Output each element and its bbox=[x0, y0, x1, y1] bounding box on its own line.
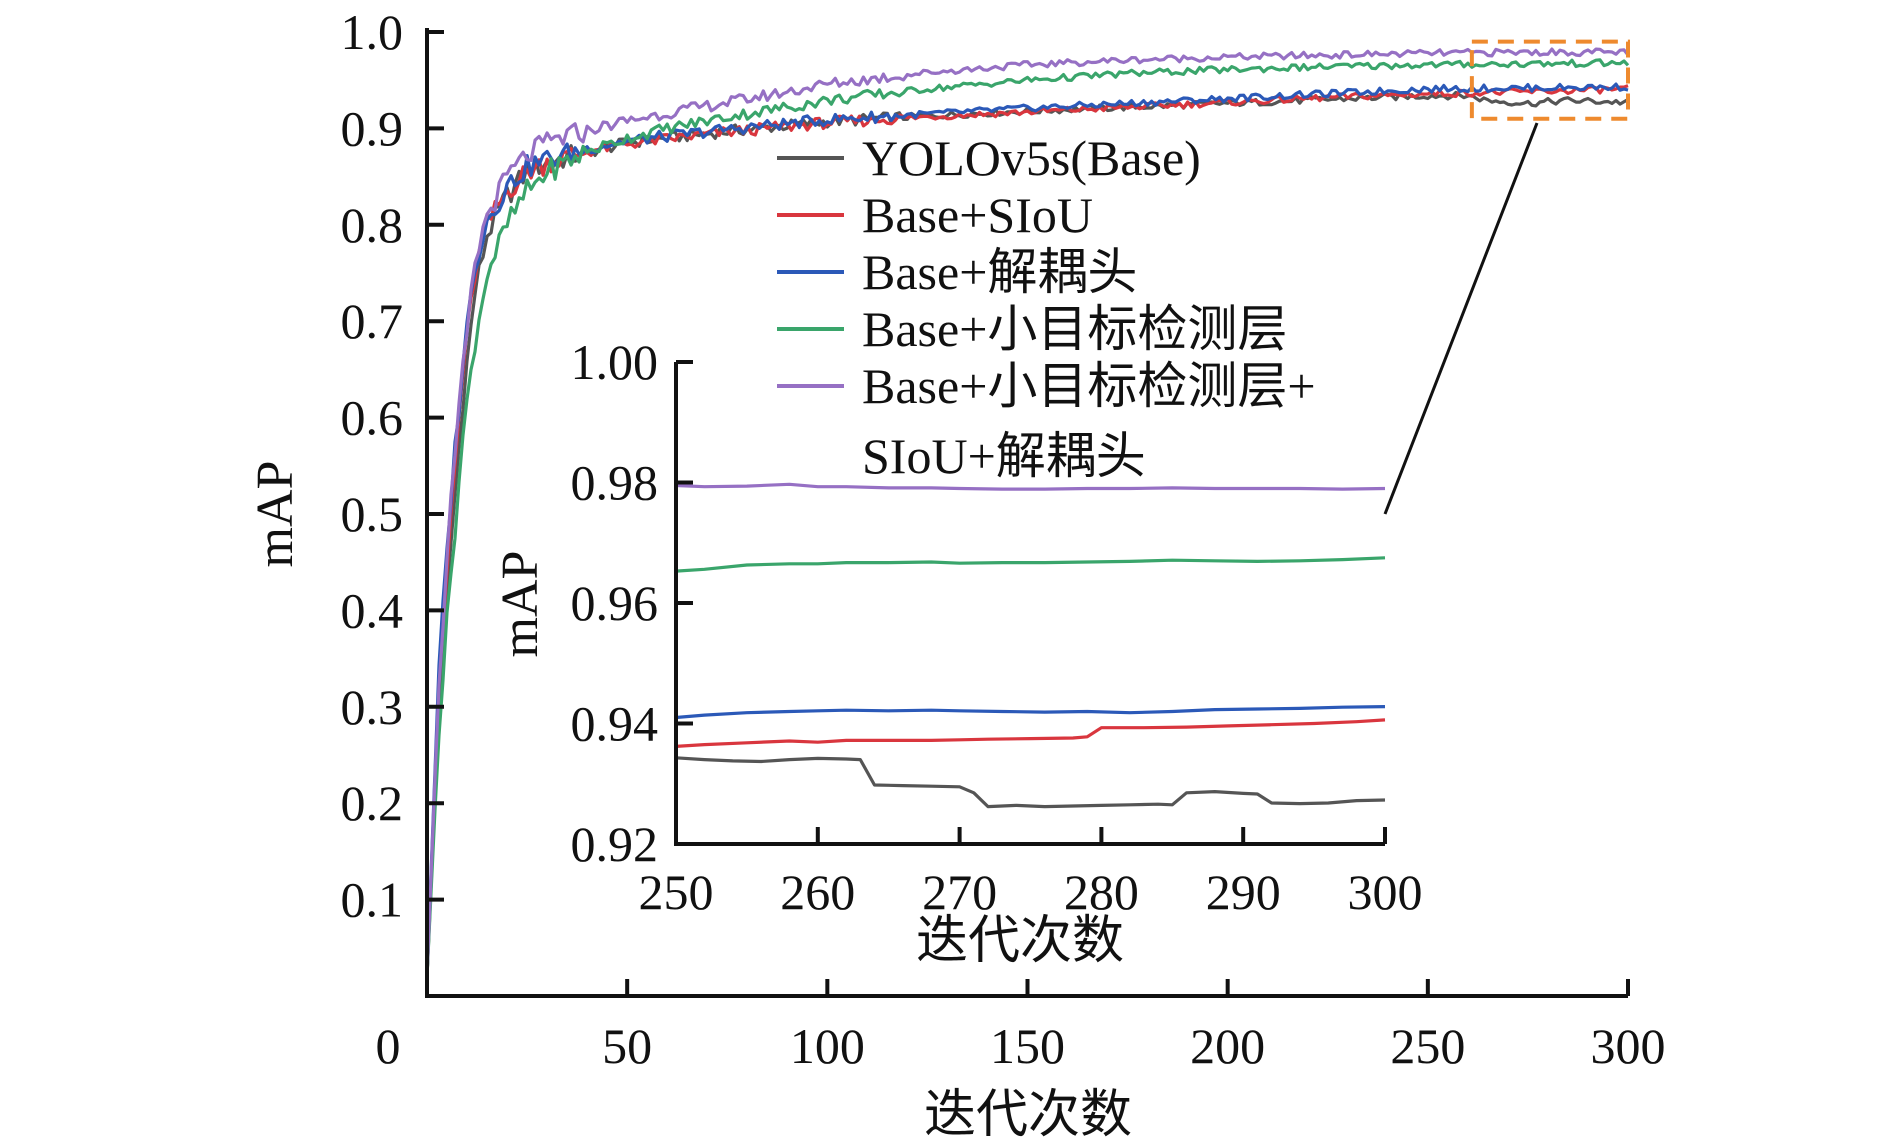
x-tick-label: 250 bbox=[1390, 1018, 1465, 1074]
y-tick-label: 1.0 bbox=[341, 4, 404, 60]
inset-series-line-4 bbox=[675, 556, 1386, 573]
inset-x-tick-label: 280 bbox=[1064, 864, 1139, 920]
legend-label-2: Base+SIoU bbox=[862, 187, 1093, 243]
x-axis-title: 迭代次数 bbox=[924, 1087, 1132, 1144]
inset-x-tick-label: 250 bbox=[639, 864, 714, 920]
y-tick-label: 0.8 bbox=[341, 197, 404, 253]
legend-label-4: Base+小目标检测层 bbox=[862, 301, 1287, 357]
y-tick-label: 0.6 bbox=[341, 390, 404, 446]
y-tick-label: 0.4 bbox=[341, 582, 404, 638]
inset-y-tick-label: 0.96 bbox=[571, 575, 659, 631]
x-tick-label: 100 bbox=[790, 1018, 865, 1074]
main-plot: 0.10.20.30.40.50.60.70.80.91.00 50 100 150 2… bbox=[247, 4, 1666, 1144]
inset-x-tick-label: 260 bbox=[780, 864, 855, 920]
legend-label-5: Base+小目标检测层+ bbox=[862, 358, 1316, 414]
x-tick-label: 0 bbox=[376, 1018, 401, 1074]
inset-x-tick-label: 300 bbox=[1348, 864, 1423, 920]
inset-plot: 0.92 0.94 0.96 0.98 1.00 250 260 270 280 290 300 迭代… bbox=[492, 334, 1423, 970]
legend-label-3: Base+解耦头 bbox=[862, 244, 1137, 300]
series-line-3 bbox=[425, 82, 1629, 977]
x-tick-label: 50 bbox=[602, 1018, 652, 1074]
zoom-box bbox=[1469, 39, 1631, 121]
inset-y-tick-label: 0.98 bbox=[571, 455, 659, 511]
inset-x-tick-label: 290 bbox=[1206, 864, 1281, 920]
inset-y-axis-title: mAP bbox=[492, 551, 549, 658]
series-line-5 bbox=[425, 47, 1630, 977]
zoom-connector-line bbox=[1383, 122, 1539, 515]
inset-y-tick-label: 1.00 bbox=[571, 334, 659, 390]
y-tick-label: 0.7 bbox=[341, 293, 404, 349]
y-tick-label: 0.5 bbox=[341, 486, 404, 542]
y-tick-label: 0.9 bbox=[341, 100, 404, 156]
inset-x-axis-title: 迭代次数 bbox=[916, 913, 1124, 970]
inset-x-tick-label: 270 bbox=[922, 864, 997, 920]
inset-y-tick-label: 0.92 bbox=[571, 816, 659, 872]
y-tick-label: 0.3 bbox=[341, 679, 404, 735]
x-tick-label: 300 bbox=[1591, 1018, 1666, 1074]
x-tick-label: 150 bbox=[990, 1018, 1065, 1074]
series-line-2 bbox=[425, 84, 1629, 977]
inset-series-line-5 bbox=[675, 482, 1386, 491]
series-line-4 bbox=[425, 58, 1630, 977]
legend-label-1: YOLOv5s(Base) bbox=[862, 130, 1201, 186]
x-tick-label: 200 bbox=[1190, 1018, 1265, 1074]
inset-series-line-1 bbox=[675, 756, 1386, 809]
inset-series-line-3 bbox=[675, 705, 1386, 720]
y-tick-label: 0.2 bbox=[341, 775, 404, 831]
y-axis-title: mAP bbox=[247, 461, 304, 568]
inset-y-tick-label: 0.94 bbox=[571, 696, 659, 752]
y-tick-label: 0.1 bbox=[341, 872, 404, 928]
inset-series-line-2 bbox=[675, 718, 1386, 748]
legend-label-5-line2: SIoU+解耦头 bbox=[862, 428, 1146, 484]
